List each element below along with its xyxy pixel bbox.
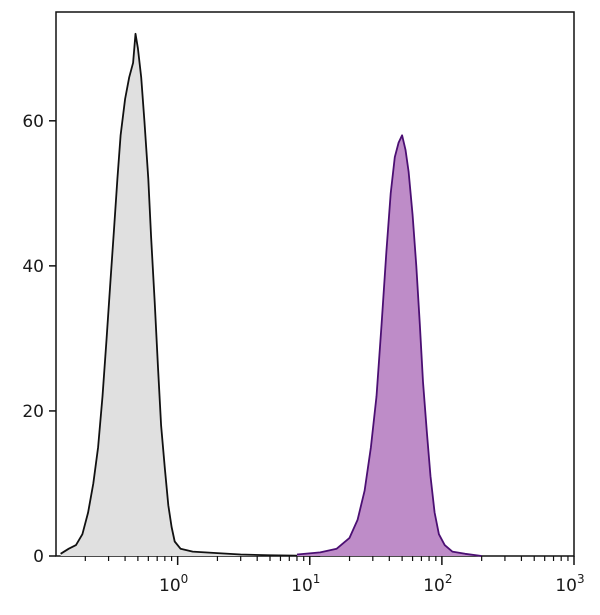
y-tick-label: 0 (33, 547, 44, 567)
x-tick-label: 103 (555, 572, 584, 596)
y-tick-label: 40 (22, 257, 44, 277)
x-tick-label: 101 (291, 572, 320, 596)
histogram-fill-2 (297, 135, 482, 557)
histogram-fill-1 (60, 33, 321, 557)
y-tick-label: 60 (22, 112, 44, 132)
x-tick-label: 100 (159, 572, 188, 596)
x-tick-label: 102 (423, 572, 452, 596)
y-tick-label: 20 (22, 402, 44, 422)
histogram-line-2 (296, 134, 482, 557)
histogram-line-1 (60, 32, 321, 557)
